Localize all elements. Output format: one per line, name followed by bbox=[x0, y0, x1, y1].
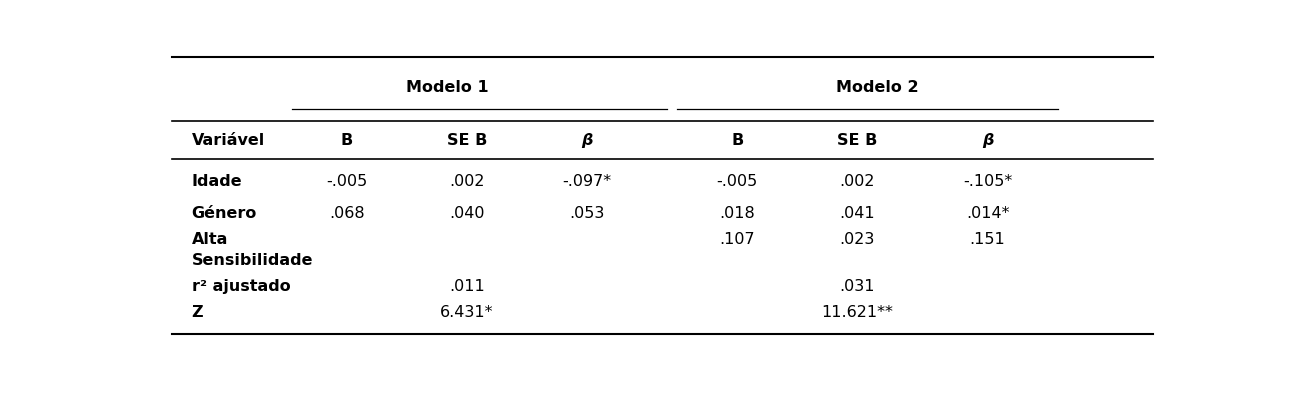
Text: Sensibilidade: Sensibilidade bbox=[191, 253, 313, 268]
Text: .151: .151 bbox=[970, 232, 1005, 246]
Text: Modelo 2: Modelo 2 bbox=[836, 80, 919, 95]
Text: -.005: -.005 bbox=[717, 174, 758, 189]
Text: .018: .018 bbox=[720, 206, 755, 221]
Text: Idade: Idade bbox=[191, 174, 242, 189]
Text: .068: .068 bbox=[329, 206, 364, 221]
Text: .107: .107 bbox=[720, 232, 755, 246]
Text: SE B: SE B bbox=[447, 133, 487, 148]
Text: B: B bbox=[341, 133, 353, 148]
Text: .002: .002 bbox=[840, 174, 875, 189]
Text: Alta: Alta bbox=[191, 232, 227, 246]
Text: .040: .040 bbox=[450, 206, 484, 221]
Text: B: B bbox=[731, 133, 743, 148]
Text: Variável: Variável bbox=[191, 133, 265, 148]
Text: β: β bbox=[982, 133, 994, 148]
Text: Género: Género bbox=[191, 206, 257, 221]
Text: .023: .023 bbox=[840, 232, 875, 246]
Text: β: β bbox=[581, 133, 593, 148]
Text: .014*: .014* bbox=[966, 206, 1009, 221]
Text: 6.431*: 6.431* bbox=[441, 305, 494, 320]
Text: -.005: -.005 bbox=[326, 174, 367, 189]
Text: .002: .002 bbox=[450, 174, 484, 189]
Text: .041: .041 bbox=[840, 206, 875, 221]
Text: -.105*: -.105* bbox=[963, 174, 1012, 189]
Text: .053: .053 bbox=[570, 206, 605, 221]
Text: .011: .011 bbox=[450, 280, 484, 294]
Text: Modelo 1: Modelo 1 bbox=[406, 80, 488, 95]
Text: r² ajustado: r² ajustado bbox=[191, 280, 291, 294]
Text: .031: .031 bbox=[840, 280, 875, 294]
Text: 11.621**: 11.621** bbox=[822, 305, 893, 320]
Text: Z: Z bbox=[191, 305, 203, 320]
Text: SE B: SE B bbox=[837, 133, 877, 148]
Text: -.097*: -.097* bbox=[562, 174, 611, 189]
